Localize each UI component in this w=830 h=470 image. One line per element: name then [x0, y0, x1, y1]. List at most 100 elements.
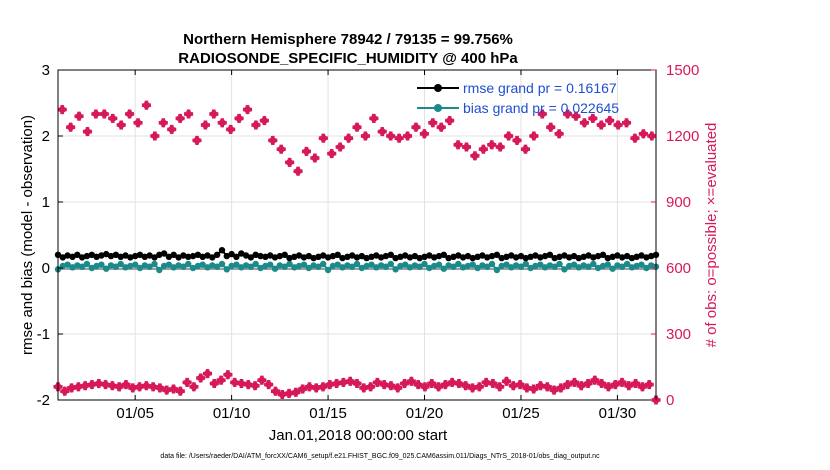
y-right-tick-label: 900 — [666, 194, 691, 211]
rmse-point — [64, 252, 71, 259]
rmse-point — [402, 252, 409, 259]
obs-count-marker — [613, 120, 623, 130]
bias-point — [493, 266, 501, 274]
rmse-point — [122, 252, 129, 259]
obs-count-marker — [453, 139, 463, 150]
bias-point — [271, 265, 279, 272]
bias-point — [257, 264, 264, 272]
rmse-point — [397, 253, 404, 260]
bias-point — [218, 260, 226, 268]
rmse-point — [156, 251, 163, 258]
obs-marker-core — [175, 386, 186, 397]
bias-point — [479, 262, 486, 269]
rmse-point — [599, 251, 607, 258]
obs-marker-core — [195, 373, 206, 383]
rmse-point — [426, 252, 433, 259]
rmse-point — [594, 252, 602, 260]
chart-title-line1: Northern Hemisphere 78942 / 79135 = 99.7… — [183, 31, 513, 48]
bias-point — [344, 262, 351, 269]
obs-count-marker — [486, 139, 497, 150]
y-left-tick-label: 3 — [42, 62, 50, 79]
rmse-point — [93, 253, 100, 260]
rmse-point — [368, 253, 375, 260]
bias-point — [561, 266, 568, 273]
obs-count-marker — [571, 111, 581, 122]
bias-point — [233, 261, 240, 268]
obs-count-marker — [116, 120, 126, 130]
rmse-point — [382, 252, 390, 260]
x-tick-label: 01/15 — [309, 405, 347, 422]
obs-count-marker — [360, 131, 371, 141]
rmse-point — [561, 252, 568, 259]
rmse-point — [570, 252, 578, 260]
obs-count-marker — [65, 122, 76, 133]
rmse-point — [146, 252, 153, 259]
bias-point — [619, 263, 626, 270]
obs-marker-core — [99, 109, 110, 119]
bias-point — [78, 263, 86, 270]
rmse-point — [252, 251, 259, 258]
bias-point — [575, 264, 582, 271]
y-right-tick-label: 1500 — [666, 62, 699, 79]
obs-marker-core — [65, 122, 76, 133]
bias-point — [69, 264, 76, 271]
rmse-point — [141, 253, 148, 260]
rmse-point — [604, 254, 611, 262]
obs-count-marker — [293, 166, 303, 177]
rmse-point — [349, 252, 356, 259]
obs-marker-core — [453, 139, 463, 150]
rmse-point — [310, 254, 317, 262]
obs-count-marker — [141, 100, 152, 111]
y-right-tick-label: 600 — [666, 260, 691, 277]
rmse-point — [74, 251, 81, 258]
bias-point — [213, 263, 221, 270]
rmse-point — [286, 254, 293, 262]
bias-point — [170, 264, 177, 271]
bias-point — [93, 262, 100, 270]
bias-point — [643, 264, 650, 272]
y-axis-left-label: rmse and bias (model - observation) — [19, 115, 36, 355]
axis-ticks: 01/05 01/10 01/15 01/20 01/25 01/30 -2 -1 0 1 2 3 0 3… — [37, 62, 700, 422]
bias-point — [580, 262, 587, 269]
legend-bias-label: bias grand pr = 0.022645 — [463, 100, 619, 116]
rmse-point — [512, 254, 520, 261]
bias-point — [421, 260, 428, 268]
bias-point — [194, 262, 202, 270]
obs-marker-core — [520, 144, 531, 155]
bias-point — [397, 262, 404, 270]
rmse-point — [117, 253, 124, 260]
bias-point — [252, 260, 259, 268]
bias-point — [141, 262, 148, 269]
obs-marker-core — [251, 120, 261, 130]
bias-point — [122, 264, 129, 271]
bias-point — [590, 260, 597, 268]
bias-point — [537, 261, 544, 268]
obs-count-marker — [202, 368, 213, 379]
rmse-point — [228, 250, 235, 258]
rmse-point — [132, 252, 139, 260]
rmse-point — [508, 252, 515, 259]
chart-title-line2: RADIOSONDE_SPECIFIC_HUMIDITY @ 400 hPa — [178, 50, 518, 67]
obs-count-marker — [99, 109, 110, 119]
obs-marker-core — [57, 104, 68, 115]
rmse-point — [151, 254, 158, 261]
obs-count-marker — [494, 381, 505, 392]
rmse-point — [440, 251, 447, 258]
bias-point — [604, 261, 611, 268]
rmse-point — [363, 254, 370, 262]
bias-point — [512, 262, 520, 269]
obs-marker-core — [158, 117, 169, 128]
bias-point — [324, 266, 332, 274]
rmse-point — [648, 252, 655, 260]
rmse-point — [580, 253, 587, 260]
bias-point — [488, 260, 496, 268]
obs-marker-core — [74, 111, 84, 122]
obs-count-marker — [150, 131, 160, 141]
bias-point — [445, 262, 452, 269]
rmse-point — [194, 251, 202, 258]
rmse-point — [493, 251, 501, 258]
obs-count-marker — [478, 144, 489, 155]
rmse-point — [267, 252, 274, 259]
rmse-point — [160, 250, 168, 257]
obs-count-marker — [183, 109, 194, 119]
